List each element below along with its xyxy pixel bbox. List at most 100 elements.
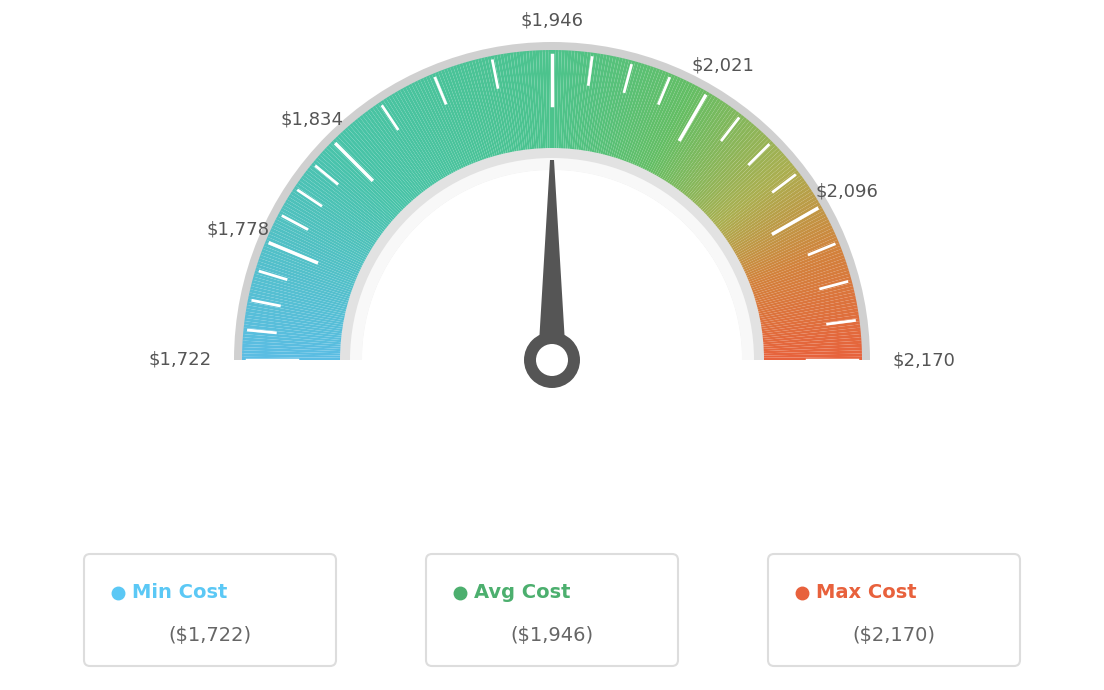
Wedge shape [670, 104, 729, 188]
Text: ($2,170): ($2,170) [852, 626, 935, 644]
Wedge shape [681, 115, 744, 195]
Wedge shape [284, 202, 371, 255]
Wedge shape [594, 56, 616, 155]
Wedge shape [273, 222, 364, 268]
Wedge shape [378, 102, 436, 186]
Wedge shape [757, 299, 857, 321]
Wedge shape [268, 231, 361, 275]
Wedge shape [689, 126, 757, 202]
Wedge shape [672, 106, 732, 189]
Wedge shape [749, 249, 842, 287]
Wedge shape [307, 168, 388, 231]
Wedge shape [244, 318, 344, 334]
Wedge shape [762, 347, 862, 353]
Wedge shape [756, 286, 853, 312]
Wedge shape [360, 115, 423, 195]
Wedge shape [745, 237, 838, 279]
Wedge shape [596, 57, 619, 155]
Wedge shape [744, 234, 837, 277]
Wedge shape [682, 117, 747, 197]
Wedge shape [665, 98, 721, 184]
Wedge shape [520, 51, 532, 151]
Wedge shape [721, 175, 803, 237]
Wedge shape [250, 289, 348, 314]
Wedge shape [554, 50, 559, 150]
Wedge shape [256, 264, 352, 297]
Wedge shape [485, 57, 508, 155]
Wedge shape [545, 50, 550, 150]
Wedge shape [561, 50, 569, 150]
Wedge shape [644, 81, 690, 172]
Wedge shape [754, 277, 851, 306]
Wedge shape [696, 134, 766, 208]
Wedge shape [414, 81, 460, 172]
Wedge shape [490, 55, 512, 154]
Wedge shape [740, 222, 831, 268]
Wedge shape [750, 255, 845, 291]
Wedge shape [619, 66, 654, 161]
Wedge shape [567, 51, 577, 150]
Text: $2,096: $2,096 [816, 182, 879, 200]
Wedge shape [730, 194, 816, 249]
Wedge shape [243, 341, 342, 349]
Wedge shape [732, 199, 819, 253]
Wedge shape [694, 132, 764, 207]
Wedge shape [712, 160, 790, 226]
Wedge shape [761, 328, 861, 340]
Wedge shape [659, 93, 712, 180]
Wedge shape [264, 243, 358, 283]
Wedge shape [556, 50, 562, 150]
Wedge shape [761, 324, 860, 338]
Wedge shape [471, 60, 500, 157]
Wedge shape [243, 331, 343, 342]
Wedge shape [301, 175, 383, 237]
Wedge shape [668, 102, 726, 186]
Wedge shape [290, 191, 375, 248]
Wedge shape [488, 56, 510, 155]
Text: $1,946: $1,946 [520, 11, 584, 29]
Wedge shape [370, 108, 431, 190]
Wedge shape [684, 119, 750, 198]
Wedge shape [285, 199, 372, 253]
Wedge shape [438, 70, 477, 165]
Wedge shape [623, 68, 660, 163]
Wedge shape [453, 65, 487, 161]
Wedge shape [737, 213, 827, 263]
Wedge shape [739, 219, 830, 266]
Wedge shape [739, 217, 828, 265]
Wedge shape [760, 318, 860, 334]
Wedge shape [761, 331, 861, 342]
Wedge shape [507, 53, 523, 152]
Wedge shape [243, 337, 342, 347]
Wedge shape [758, 302, 857, 323]
Wedge shape [532, 50, 541, 150]
Wedge shape [753, 267, 849, 299]
Wedge shape [314, 160, 392, 226]
Wedge shape [651, 87, 701, 176]
Wedge shape [711, 157, 788, 224]
Wedge shape [762, 334, 861, 344]
Wedge shape [760, 308, 858, 327]
Wedge shape [585, 54, 604, 153]
Wedge shape [606, 61, 636, 158]
Wedge shape [563, 50, 572, 150]
Wedge shape [637, 77, 681, 169]
Wedge shape [466, 61, 496, 158]
Wedge shape [263, 246, 357, 285]
Wedge shape [679, 113, 742, 194]
Wedge shape [386, 97, 442, 183]
Wedge shape [676, 109, 736, 191]
Wedge shape [716, 168, 797, 231]
Text: ($1,946): ($1,946) [510, 626, 594, 644]
Wedge shape [332, 139, 405, 212]
Wedge shape [629, 72, 669, 166]
Wedge shape [375, 104, 434, 188]
Wedge shape [405, 86, 455, 175]
Wedge shape [604, 60, 633, 157]
Wedge shape [317, 155, 394, 223]
Polygon shape [538, 160, 566, 360]
Wedge shape [734, 205, 822, 257]
Wedge shape [539, 50, 545, 150]
Wedge shape [662, 97, 718, 183]
Circle shape [524, 332, 580, 388]
